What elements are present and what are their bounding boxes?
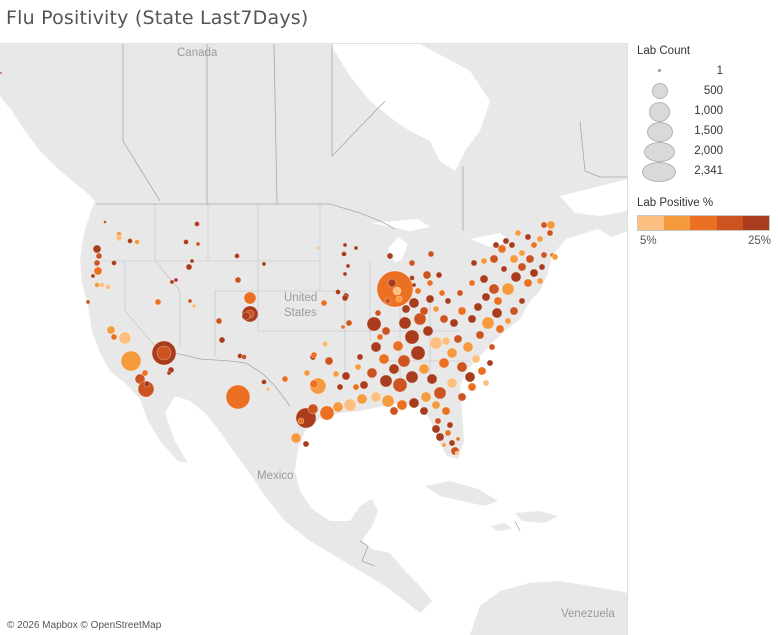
size-swatch-icon (649, 102, 670, 122)
color-ramp (637, 215, 770, 231)
land (0, 44, 627, 635)
size-legend-item: 1,000 (637, 102, 777, 122)
label-united: United (284, 292, 318, 304)
color-swatch-5 (742, 216, 770, 230)
label-mexico: Mexico (257, 470, 294, 482)
color-legend-title: Lab Positive % (637, 197, 714, 209)
color-swatch-3 (690, 216, 717, 230)
bubbles (0, 71, 446, 448)
bubbles-east (332, 220, 559, 456)
color-max-label: 25% (747, 235, 771, 247)
size-swatch-icon (647, 122, 673, 142)
size-swatch-icon (642, 162, 676, 182)
color-ramp-labels: 5% 25% (637, 235, 771, 249)
size-legend-item: 500 (637, 82, 777, 102)
label-states: States (284, 307, 317, 319)
color-swatch-4 (716, 216, 743, 230)
chart-title: Flu Positivity (State Last7Days) (6, 7, 309, 29)
map-attribution[interactable]: © 2026 Mapbox © OpenStreetMap (4, 619, 165, 632)
size-swatch-icon (652, 83, 668, 99)
size-legend-item: 1 (637, 62, 777, 82)
color-min-label: 5% (640, 235, 657, 247)
legend: Lab Count 1 500 1,000 1,500 2,000 2,341 … (637, 45, 777, 249)
label-venezuela: Venezuela (561, 608, 615, 620)
label-canada: Canada (177, 47, 218, 59)
size-swatch-icon (644, 142, 675, 162)
size-swatch-icon (658, 69, 661, 72)
water (0, 44, 627, 635)
size-legend-item: 2,000 (637, 142, 777, 162)
size-legend-item: 1,500 (637, 122, 777, 142)
color-swatch-2 (664, 216, 691, 230)
size-legend-title: Lab Count (637, 45, 691, 57)
size-legend-item: 2,341 (637, 162, 777, 182)
bubble-map[interactable]: Canada United States Mexico Venezuela © … (0, 43, 628, 635)
color-swatch-1 (638, 216, 665, 230)
map-canvas[interactable] (0, 44, 627, 635)
borders (96, 44, 627, 567)
